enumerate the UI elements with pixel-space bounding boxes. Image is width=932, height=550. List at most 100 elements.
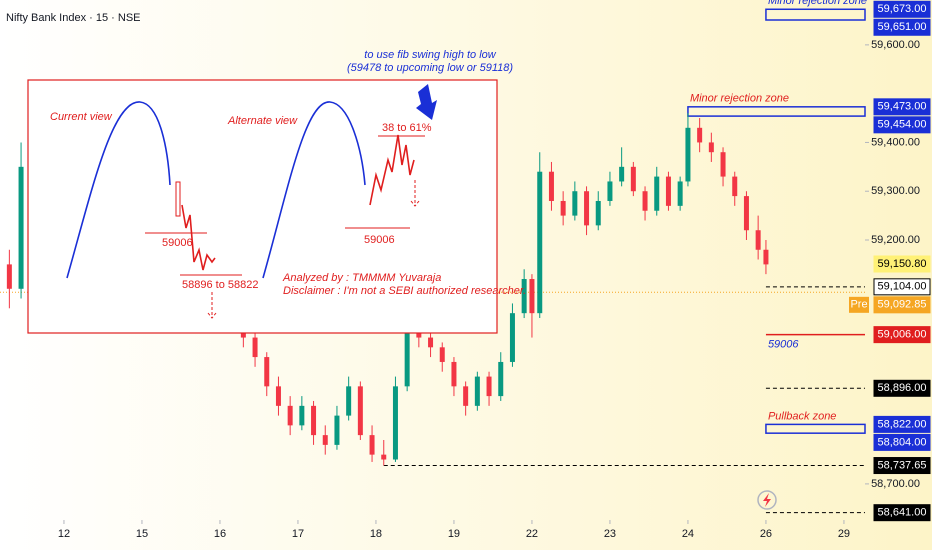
y-tick-label: 59,400.00 [871,136,920,148]
candle-body [685,127,691,182]
candle-body [357,386,363,436]
candle-body [287,405,293,426]
arc [262,101,366,279]
price-label: 58,737.65 [878,459,927,471]
price-axis: 12 15 16 17 18 19 22 23 24 26 29 59,600.00 59,400.00… [58,0,931,540]
price-label: 59,473.00 [878,101,927,113]
candle-body [509,313,515,362]
price-tag: Pre [850,299,867,311]
price-label: 59,006.00 [878,329,927,341]
annotation-box [27,79,498,334]
candle-body [404,313,410,387]
y-tick-label: 59,600.00 [871,39,920,51]
note: to use fib swing high to low [364,49,497,61]
candle-body [264,357,270,387]
annotation-text: Analyzed by : TMMMM Yuvaraja [282,272,441,284]
zone [687,106,866,117]
candle-body [529,279,535,314]
annotation-text: 59006 [162,237,193,249]
price-label-bg [873,433,931,451]
price-label: 58,804.00 [878,436,927,448]
candle-body [451,361,457,387]
candle-body [720,152,726,177]
candle-body [630,166,636,192]
price-label: 58,641.00 [878,507,927,519]
candle-body [346,386,352,416]
candle-body [311,405,317,436]
icon-ring [757,490,777,510]
annotation-text: Disclaimer : I'm not a SEBI authorized r… [283,285,526,297]
price-label: 59,673.00 [878,3,927,15]
candle-body [763,249,769,265]
price-label: 59,150.80 [878,258,927,270]
blue-arrow [416,84,437,120]
x-tick-label: 17 [292,528,304,540]
x-tick-label: 26 [760,528,772,540]
price-label-bg [873,457,931,475]
candle-sketch [175,181,181,217]
candle-body [708,142,714,153]
candle-body [595,200,601,226]
annotation-text: Alternate view [227,115,298,127]
level-label: 59006 [768,339,799,351]
zigzag [369,134,415,206]
plot-area: Minor rejection zone Minor rejection zone… [0,0,867,514]
price-label-bg [873,278,931,296]
price-label-bg [873,415,931,433]
price-label-bg [873,296,931,314]
price-label-bg [873,326,931,344]
candle-body [6,264,12,289]
x-tick-label: 18 [370,528,382,540]
y-tick-label: 59,200.00 [871,234,920,246]
annotation-text: 38 to 61% [382,122,432,134]
price-label-bg [873,255,931,273]
price-label-bg [873,379,931,397]
candle-body [642,191,648,211]
price-label-bg [873,116,931,134]
x-tick-label: 16 [214,528,226,540]
price-label: 59,651.00 [878,21,927,33]
price-label-bg [873,0,931,18]
arrow [207,292,217,319]
x-tick-label: 22 [526,528,538,540]
x-tick-label: 19 [448,528,460,540]
price-label: 59,454.00 [878,119,927,131]
x-tick-label: 29 [838,528,850,540]
candle-body [677,181,683,206]
candle-body [252,337,258,358]
annotation-drawing [66,101,425,319]
x-tick-label: 23 [604,528,616,540]
zone-label: Pullback zone [768,410,837,422]
y-tick-label: 59,300.00 [871,185,920,197]
zone [765,8,866,21]
candle-body [463,386,469,406]
candle-body [322,435,328,445]
candle-body [381,454,387,460]
zigzag [181,204,216,271]
candle-body [275,386,281,406]
candle-body [560,200,566,216]
price-label: 58,896.00 [878,382,927,394]
zone-label: Minor rejection zone [690,93,789,105]
candle-body [665,176,671,206]
price-label: 59,092.85 [878,299,927,311]
candle-body [474,376,480,406]
zone [765,423,866,434]
arrow [410,180,420,207]
candle-body [486,376,492,397]
candle-body [584,191,590,226]
price-label: 58,822.00 [878,418,927,430]
arc [66,101,171,279]
candle-body [428,337,434,348]
annotation-text: 58896 to 58822 [182,279,258,291]
candle-body [619,166,625,182]
candle-body [607,181,613,201]
candle-body [299,405,305,426]
x-tick-label: 15 [136,528,148,540]
x-tick-label: 24 [682,528,694,540]
candle-body [18,166,24,289]
annotation-text: Current view [50,111,113,123]
candle-body [498,361,504,397]
